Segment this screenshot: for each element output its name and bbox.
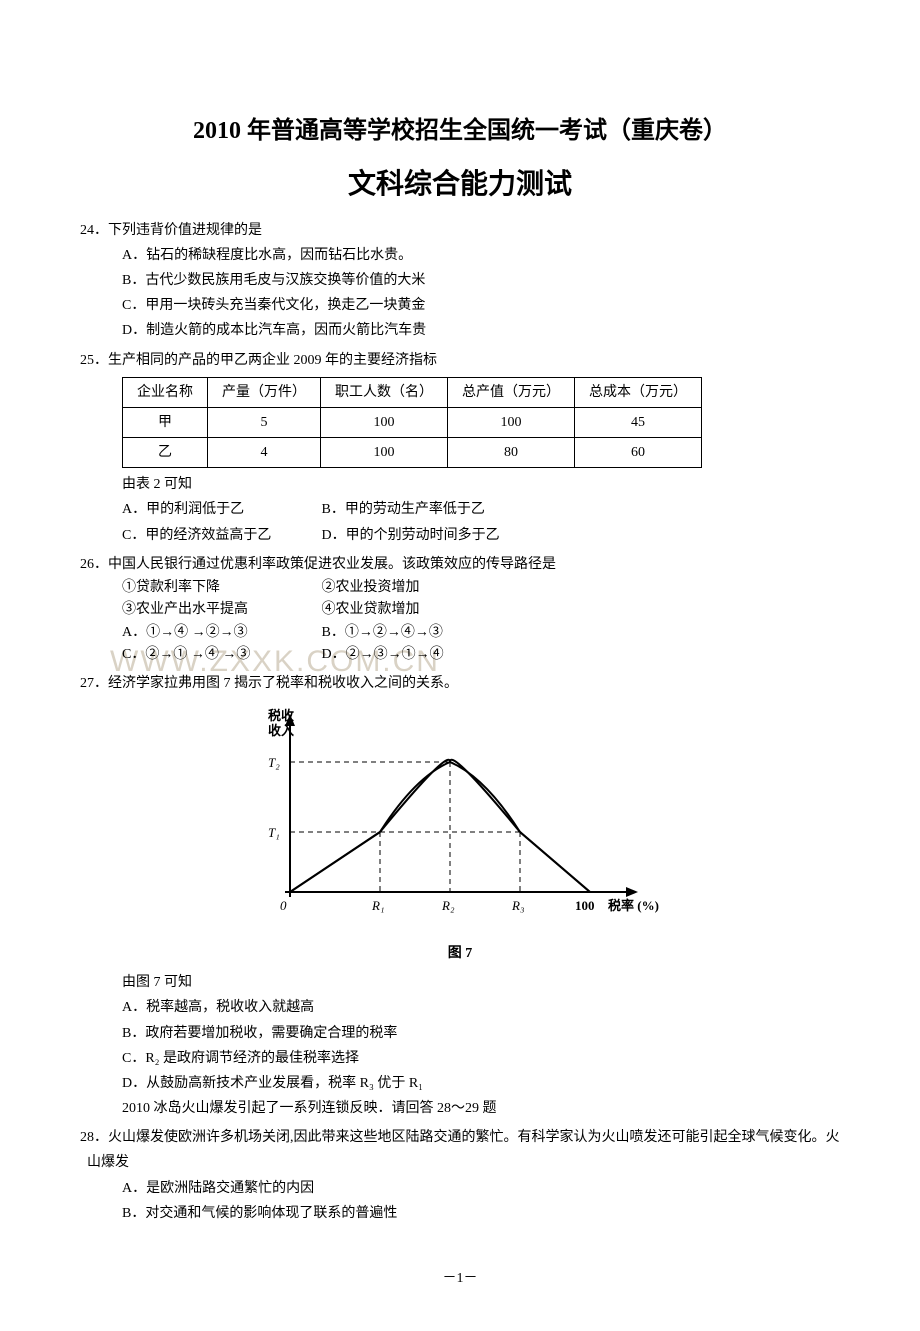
q25-stem: 25．生产相同的产品的甲乙两企业 2009 年的主要经济指标 [80, 348, 840, 373]
q25-option-c: C．甲的经济效益高于乙 [122, 523, 318, 548]
col-value: 总产值（万元） [448, 377, 575, 407]
q28-option-a: A．是欧洲陆路交通繁忙的内因 [122, 1176, 840, 1201]
q26-option-d: D．②→③→①→④ [322, 644, 518, 666]
q27-option-b: B．政府若要增加税收，需要确定合理的税率 [122, 1021, 840, 1046]
y-axis-label-1: 税收 [268, 708, 295, 723]
q26-item-3: ③农业产出水平提高 [122, 599, 318, 621]
figure-caption: 图 7 [80, 941, 840, 966]
y-tick-t1: T₁ [268, 825, 280, 840]
page-number: －1－ [80, 1266, 840, 1291]
x-tick-r3: R₃ [511, 898, 524, 913]
x-tick-r2: R₂ [441, 898, 455, 913]
x-tick-r1: R₁ [371, 898, 384, 913]
q28-stem: 28．火山爆发使欧洲许多机场关闭,因此带来这些地区陆路交通的繁忙。有科学家认为火… [80, 1125, 840, 1175]
q26-item-1: ①贷款利率下降 [122, 577, 318, 599]
question-28: 28．火山爆发使欧洲许多机场关闭,因此带来这些地区陆路交通的繁忙。有科学家认为火… [80, 1125, 840, 1226]
q24-stem: 24．下列违背价值进规律的是 [80, 218, 840, 243]
y-tick-t2: T₂ [268, 755, 280, 770]
table-header-row: 企业名称 产量（万件） 职工人数（名） 总产值（万元） 总成本（万元） [123, 377, 702, 407]
origin-label: 0 [280, 898, 287, 913]
q27-option-d: D．从鼓励高新技术产业发展看，税率 R₃ 优于 R₁ [122, 1071, 840, 1096]
q24-option-a: A．钻石的稀缺程度比水高，因而钻石比水贵。 [122, 243, 840, 268]
question-24: 24．下列违背价值进规律的是 A．钻石的稀缺程度比水高，因而钻石比水贵。 B．古… [80, 218, 840, 344]
q24-option-d: D．制造火箭的成本比汽车高，因而火箭比汽车贵 [122, 318, 840, 343]
exam-title-line2: 文科综合能力测试 [80, 159, 840, 209]
q26-item-4: ④农业贷款增加 [322, 599, 518, 621]
q26-option-b: B．①→②→④→③ [322, 622, 518, 644]
axes [285, 714, 638, 897]
question-26: 26．中国人民银行通过优惠利率政策促进农业发展。该政策效应的传导路径是 ①贷款利… [80, 552, 840, 667]
q26-option-c: C．②→① →④ →③ [122, 644, 318, 666]
context-28-29: 2010 冰岛火山爆发引起了一系列连锁反映．请回答 28～29 题 [80, 1096, 840, 1121]
q27-lead: 由图 7 可知 [80, 970, 840, 995]
y-axis-label-2: 收入 [268, 723, 294, 738]
q26-stem: 26．中国人民银行通过优惠利率政策促进农业发展。该政策效应的传导路径是 [80, 552, 840, 577]
x-axis-label: 税率 (%) [608, 898, 659, 913]
table-row: 乙 4 100 80 60 [123, 438, 702, 468]
dashed-guides [290, 762, 520, 892]
q25-table: 企业名称 产量（万件） 职工人数（名） 总产值（万元） 总成本（万元） 甲 5 … [122, 377, 702, 469]
col-staff: 职工人数（名） [321, 377, 448, 407]
q26-item-2: ②农业投资增加 [322, 577, 518, 599]
q25-option-b: B．甲的劳动生产率低于乙 [322, 497, 518, 522]
col-cost: 总成本（万元） [575, 377, 702, 407]
table-row: 甲 5 100 100 45 [123, 407, 702, 437]
laffer-curve-chart: 税收 收入 0 T₁ T₂ R₁ R₂ R₃ [250, 702, 670, 932]
x-end-label: 100 [575, 898, 595, 913]
q27-stem: 27．经济学家拉弗用图 7 揭示了税率和税收收入之间的关系。 [80, 671, 840, 696]
col-name: 企业名称 [123, 377, 208, 407]
q26-option-a: A．①→④ →②→③ [122, 622, 318, 644]
question-27: 27．经济学家拉弗用图 7 揭示了税率和税收收入之间的关系。 税收 收入 0 [80, 671, 840, 1122]
col-output: 产量（万件） [208, 377, 321, 407]
q25-lead: 由表 2 可知 [80, 472, 840, 497]
q27-option-a: A．税率越高，税收收入就越高 [122, 995, 840, 1020]
q27-option-c: C．R₂ 是政府调节经济的最佳税率选择 [122, 1046, 840, 1071]
q25-option-a: A．甲的利润低于乙 [122, 497, 318, 522]
q25-option-d: D．甲的个别劳动时间多于乙 [322, 523, 518, 548]
q28-option-b: B．对交通和气候的影响体现了联系的普遍性 [122, 1201, 840, 1226]
exam-title-line1: 2010 年普通高等学校招生全国统一考试（重庆卷） [80, 110, 840, 153]
question-25: 25．生产相同的产品的甲乙两企业 2009 年的主要经济指标 企业名称 产量（万… [80, 348, 840, 548]
laffer-curve [290, 760, 590, 892]
q24-option-b: B．古代少数民族用毛皮与汉族交换等价值的大米 [122, 268, 840, 293]
q24-option-c: C．甲用一块砖头充当秦代文化，换走乙一块黄金 [122, 293, 840, 318]
